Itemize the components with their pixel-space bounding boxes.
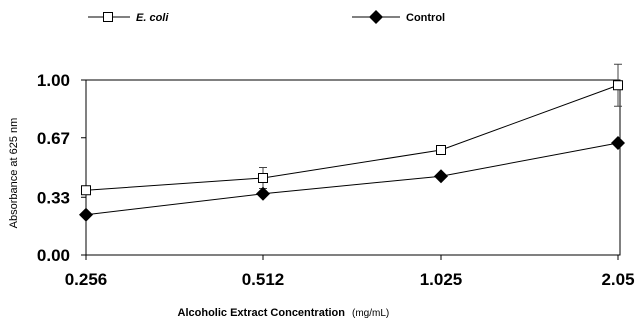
tick-labels: 0.00 0.33 0.67 1.00 0.256 0.512 1.025 2.05 xyxy=(37,71,635,289)
x-tick-label: 1.025 xyxy=(420,270,463,289)
legend-entry-control: Control xyxy=(352,10,445,24)
x-axis-label-group: Alcoholic Extract Concentration (mg/mL) xyxy=(178,307,390,319)
series-line xyxy=(85,84,619,191)
data-point-diamond xyxy=(434,169,448,184)
data-point-diamond xyxy=(611,136,625,150)
x-axis-unit: (mg/mL) xyxy=(352,308,389,319)
y-tick-label: 1.00 xyxy=(37,71,70,90)
y-axis-label: Absorbance at 625 nm xyxy=(8,118,20,229)
data-point-square xyxy=(258,173,268,183)
data-point-square xyxy=(436,145,446,155)
legend-label-ecoli: E. coli xyxy=(136,12,169,24)
series-ecoli xyxy=(81,63,623,196)
series-line xyxy=(85,142,619,216)
data-point-square xyxy=(613,80,623,91)
legend-marker-control xyxy=(369,10,383,24)
data-point-diamond xyxy=(256,186,270,201)
data-point-diamond xyxy=(79,207,93,222)
legend-label-control: Control xyxy=(406,12,445,24)
legend-marker-ecoli xyxy=(103,12,113,22)
x-axis-label: Alcoholic Extract Concentration xyxy=(178,307,346,319)
legend: E. coli Control xyxy=(88,10,445,24)
plot-frame xyxy=(85,79,621,256)
y-tick-label: 0.67 xyxy=(37,129,70,148)
axes xyxy=(81,79,621,260)
x-tick-label: 0.256 xyxy=(65,270,108,289)
x-tick-label: 2.05 xyxy=(601,270,634,289)
data-point-square xyxy=(81,185,91,196)
y-tick-label: 0.33 xyxy=(37,188,70,207)
series-control xyxy=(79,136,625,222)
plot-area xyxy=(79,63,625,222)
x-tick-label: 0.512 xyxy=(242,270,285,289)
legend-entry-ecoli: E. coli xyxy=(88,12,169,24)
y-tick-label: 0.00 xyxy=(37,246,70,265)
